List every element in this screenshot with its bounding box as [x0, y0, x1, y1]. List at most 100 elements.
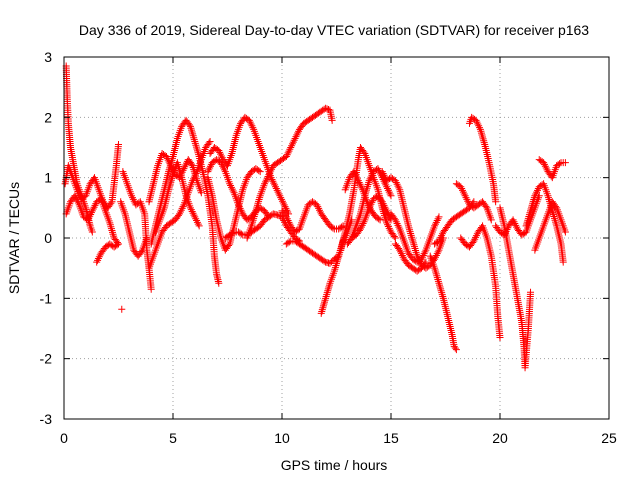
data-point — [285, 147, 293, 155]
data-point — [226, 180, 234, 188]
data-point — [291, 134, 299, 142]
data-point — [394, 221, 402, 229]
data-point — [323, 105, 331, 113]
data-point — [265, 171, 273, 179]
data-point — [470, 237, 478, 245]
data-point — [434, 275, 442, 283]
data-point — [434, 277, 442, 285]
data-point — [463, 195, 471, 203]
y-tick-label: 1 — [44, 170, 52, 186]
data-point — [217, 150, 225, 158]
data-point — [279, 199, 287, 207]
data-point — [287, 144, 295, 151]
data-point — [283, 206, 291, 214]
data-point — [256, 168, 264, 176]
data-point — [406, 226, 414, 234]
data-point — [107, 223, 115, 231]
data-point — [314, 203, 322, 211]
data-point — [431, 220, 439, 228]
data-point — [479, 133, 487, 141]
data-point — [384, 185, 392, 193]
data-point — [368, 171, 376, 179]
data-point — [289, 138, 297, 146]
data-point — [235, 203, 243, 211]
data-point — [354, 177, 362, 185]
data-point — [247, 120, 255, 128]
data-point — [248, 122, 256, 130]
data-point — [324, 287, 332, 295]
data-point — [540, 159, 548, 167]
data-point — [458, 185, 466, 193]
data-point — [274, 211, 282, 219]
axis-ticks: 0 5 10 15 20 25 -3 -2 -1 0 1 2 3 — [40, 49, 617, 446]
data-point — [193, 218, 201, 226]
data-point — [227, 183, 235, 191]
data-point — [472, 233, 480, 241]
data-point — [215, 279, 223, 287]
data-point — [359, 220, 367, 228]
data-point — [474, 120, 482, 128]
data-point — [472, 116, 480, 124]
data-point — [365, 177, 373, 185]
data-point — [261, 178, 269, 186]
data-point — [431, 222, 439, 230]
data-point — [482, 202, 490, 210]
data-point — [236, 204, 244, 212]
data-point — [322, 104, 330, 112]
data-point — [73, 195, 81, 203]
data-point — [540, 160, 548, 168]
data-point — [418, 255, 426, 263]
data-point — [176, 210, 184, 218]
data-point — [73, 186, 81, 194]
data-point — [266, 169, 274, 177]
data-point — [438, 289, 446, 297]
data-point — [533, 188, 541, 196]
data-point — [292, 133, 300, 141]
data-point — [324, 285, 332, 293]
data-point — [556, 160, 564, 168]
data-point — [255, 197, 263, 205]
data-point — [436, 281, 444, 289]
data-point — [351, 169, 359, 177]
data-point — [451, 344, 459, 352]
data-point — [438, 232, 446, 240]
data-point — [285, 238, 293, 246]
data-point — [191, 171, 199, 179]
data-point — [409, 237, 417, 245]
x-tick-label: 0 — [60, 430, 68, 446]
data-point — [74, 199, 82, 207]
data-point — [275, 212, 283, 220]
data-point — [435, 237, 443, 245]
data-point — [277, 194, 285, 202]
data-point — [190, 173, 198, 181]
y-tick-label: -3 — [40, 411, 53, 427]
data-point — [293, 131, 301, 139]
data-point — [217, 152, 225, 160]
data-point — [487, 216, 495, 224]
data-point — [353, 175, 361, 183]
data-point — [88, 228, 96, 236]
data-point — [392, 178, 400, 186]
data-point — [194, 147, 202, 155]
y-tick-label: -2 — [40, 351, 53, 367]
data-point — [531, 192, 539, 200]
data-point — [255, 167, 263, 175]
data-point — [129, 195, 137, 203]
data-point — [318, 308, 326, 316]
data-point — [408, 233, 416, 241]
data-point — [188, 128, 196, 136]
data-point — [384, 221, 392, 229]
data-point — [436, 235, 444, 243]
data-point — [510, 218, 518, 226]
data-point — [176, 208, 184, 216]
data-point — [480, 139, 488, 147]
data-point — [431, 253, 439, 261]
data-point — [192, 143, 200, 151]
y-tick-label: 2 — [44, 109, 52, 125]
data-point — [350, 168, 358, 176]
data-point — [74, 197, 82, 205]
data-point — [263, 174, 271, 182]
data-point — [215, 147, 223, 155]
data-point — [384, 223, 392, 231]
